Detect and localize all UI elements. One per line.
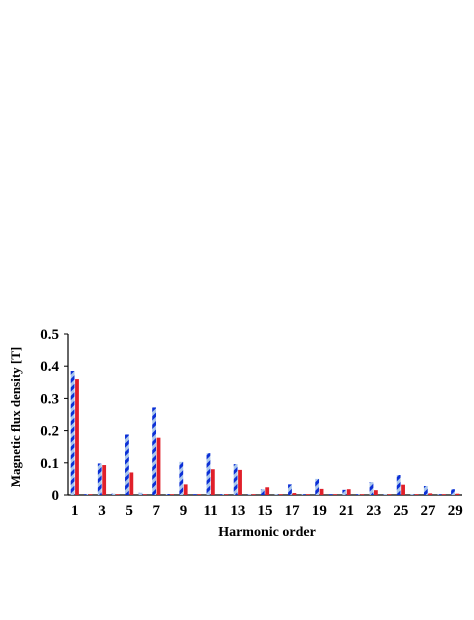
x-tick-label: 25	[393, 503, 408, 519]
bar-series2-order-8	[170, 494, 175, 495]
bar-series2-order-21	[346, 489, 351, 495]
x-tick-label: 29	[448, 503, 463, 519]
bar-series2-order-26	[414, 494, 419, 495]
bar-series1-order-26	[410, 494, 415, 495]
bar-series1-order-8	[165, 494, 170, 495]
bar-series1-order-20	[328, 494, 333, 495]
bar-series2-order-27	[428, 493, 433, 495]
bar-series2-order-25	[401, 484, 405, 495]
bar-series2-order-9	[183, 484, 188, 495]
x-axis-label: Harmonic order	[218, 525, 316, 540]
bar-series1-order-1	[70, 371, 75, 495]
bar-series2-order-16	[278, 494, 283, 495]
bar-series1-order-16	[274, 494, 279, 495]
x-tick-label: 13	[230, 503, 245, 519]
x-tick-label: 23	[366, 503, 381, 519]
y-tick-label: 0.4	[40, 359, 59, 375]
bar-series1-order-17	[288, 484, 292, 495]
bar-series1-order-9	[179, 461, 184, 495]
bar-series2-order-10	[197, 494, 202, 495]
y-tick-label: 0	[52, 488, 60, 504]
bar-series2-order-18	[306, 494, 310, 495]
x-tick-label: 17	[285, 503, 301, 519]
x-tick-label: 11	[204, 503, 218, 519]
y-axis-label: Magnetic flux density [T]	[8, 347, 23, 487]
x-tick-label: 21	[339, 503, 354, 519]
bar-series1-order-24	[383, 494, 387, 495]
y-tick-label: 0.2	[40, 424, 59, 440]
bar-series1-order-29	[451, 489, 455, 495]
bar-series1-order-12	[220, 494, 224, 495]
plot-area: 00.10.20.30.40.51 3 5 7 9 11 13 15 17 19 21 23 25 27 2…	[40, 327, 462, 519]
bar-series1-order-22	[355, 494, 360, 495]
bar-series1-order-2	[84, 494, 89, 495]
bar-series1-order-11	[206, 453, 211, 495]
bar-series2-order-15	[265, 487, 270, 495]
x-tick-label: 19	[312, 503, 327, 519]
x-tick-label: 27	[421, 503, 437, 519]
bar-series2-order-22	[360, 494, 365, 495]
bar-series1-order-7	[152, 407, 157, 495]
bar-series2-order-5	[129, 472, 134, 495]
y-tick-label: 0.5	[40, 327, 59, 343]
x-tick-label: 1	[71, 503, 79, 519]
bar-series2-order-19	[319, 488, 324, 495]
bar-series1-order-15	[260, 489, 265, 495]
bar-series1-order-18	[301, 494, 306, 495]
x-tick-label: 7	[153, 503, 161, 519]
x-tick-label: 3	[98, 503, 106, 519]
bar-series1-order-5	[125, 434, 129, 495]
x-tick-label: 9	[180, 503, 188, 519]
bar-series2-order-12	[224, 494, 229, 495]
bar-series2-order-2	[88, 494, 93, 495]
bar-series2-order-11	[210, 469, 215, 495]
bar-series1-order-3	[97, 463, 102, 495]
bar-series1-order-10	[192, 494, 197, 495]
bar-series2-order-6	[143, 494, 147, 495]
x-tick-label: 15	[258, 503, 273, 519]
bar-series2-order-17	[292, 493, 297, 495]
bar-series1-order-25	[396, 475, 401, 495]
bar-series2-order-7	[156, 437, 161, 495]
y-tick-label: 0.1	[40, 456, 59, 472]
bar-series2-order-13	[238, 469, 242, 495]
bar-series1-order-13	[233, 464, 238, 495]
bar-series2-order-28	[441, 494, 446, 495]
bar-series1-order-6	[138, 492, 143, 495]
bar-series2-order-3	[102, 465, 107, 495]
y-tick-label: 0.3	[40, 391, 59, 407]
bar-series1-order-27	[423, 485, 428, 495]
bar-series1-order-14	[247, 494, 252, 495]
bar-series2-order-4	[115, 494, 120, 495]
x-tick-label: 5	[125, 503, 133, 519]
bar-series2-order-29	[455, 493, 460, 495]
bar-series1-order-28	[437, 494, 442, 495]
bar-series2-order-14	[251, 494, 256, 495]
bar-series2-order-23	[373, 490, 378, 495]
bar-series2-order-20	[333, 494, 338, 495]
bar-series1-order-23	[369, 482, 374, 495]
bar-series2-order-24	[387, 494, 392, 495]
bar-series2-order-1	[75, 379, 79, 495]
bar-series1-order-21	[342, 489, 347, 495]
bar-series1-order-4	[111, 493, 116, 495]
bar-series1-order-19	[315, 478, 320, 495]
